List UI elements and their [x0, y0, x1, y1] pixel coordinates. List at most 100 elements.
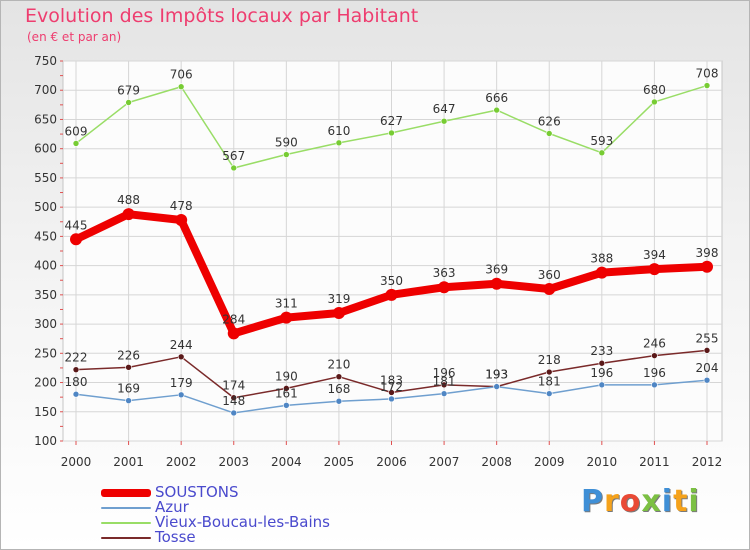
data-point-soustons-2012: [701, 260, 713, 273]
data-label-soustons-2012: 398: [696, 246, 719, 260]
data-point-vieux-boucau-les-bains-2004: [283, 151, 290, 158]
data-point-soustons-2004: [280, 311, 293, 324]
x-tick-label-2007: 2007: [429, 455, 460, 469]
data-label-azur-2004: 161: [275, 386, 298, 400]
legend-swatch-azur: [101, 507, 151, 509]
grid: [62, 60, 723, 442]
data-label-soustons-2009: 360: [538, 268, 561, 282]
data-point-vieux-boucau-les-bains-2002: [177, 83, 185, 91]
logo-letter: x: [641, 484, 662, 519]
data-label-vieux-boucau-les-bains-2004: 590: [275, 136, 298, 150]
data-point-azur-2003: [230, 409, 238, 417]
data-label-azur-2003: 148: [222, 394, 245, 408]
axes: 100 150 200 250 300 350 400 450 500 550 600 650 700 7…: [34, 54, 722, 469]
x-tick-label-2001: 2001: [113, 455, 144, 469]
data-point-vieux-boucau-les-bains-2003: [230, 164, 238, 172]
logo-letter: i: [688, 484, 700, 519]
data-point-vieux-boucau-les-bains-2005: [335, 139, 343, 147]
data-point-soustons-2005: [332, 306, 345, 319]
y-tick-label-150: 150: [34, 405, 57, 419]
data-label-soustons-2007: 363: [433, 266, 456, 280]
logo-letter: i: [661, 484, 674, 519]
data-label-vieux-boucau-les-bains-2009: 626: [538, 114, 561, 128]
y-tick-label-300: 300: [34, 317, 57, 331]
data-point-vieux-boucau-les-bains-2010: [598, 149, 606, 157]
data-label-vieux-boucau-les-bains-2005: 610: [327, 124, 350, 138]
data-point-tosse-2007: [440, 381, 448, 389]
data-label-soustons-2003: 284: [222, 312, 245, 326]
data-point-azur-2006: [388, 395, 395, 403]
data-label-vieux-boucau-les-bains-2000: 609: [65, 124, 88, 138]
data-point-soustons-2007: [438, 281, 451, 294]
proxiti-logo: Proxiti: [581, 484, 700, 519]
data-label-tosse-2006: 183: [380, 373, 403, 387]
y-tick-label-750: 750: [34, 54, 57, 68]
data-point-azur-2012: [703, 376, 711, 384]
data-point-azur-2002: [177, 391, 185, 399]
data-point-tosse-2005: [335, 373, 343, 380]
data-label-vieux-boucau-les-bains-2012: 708: [696, 67, 719, 81]
data-point-vieux-boucau-les-bains-2001: [125, 99, 132, 106]
data-point-azur-2005: [335, 397, 343, 405]
data-point-azur-2001: [125, 397, 132, 404]
data-label-vieux-boucau-les-bains-2002: 706: [170, 68, 193, 82]
data-label-vieux-boucau-les-bains-2011: 680: [643, 83, 666, 97]
data-point-tosse-2000: [72, 366, 80, 373]
data-point-azur-2004: [283, 402, 290, 409]
series-azur: [72, 376, 711, 417]
data-label-tosse-2007: 196: [433, 366, 456, 380]
data-label-vieux-boucau-les-bains-2003: 567: [222, 149, 245, 163]
data-point-soustons-2003: [227, 327, 240, 340]
y-tick-label-250: 250: [34, 346, 57, 360]
data-point-azur-2010: [598, 381, 606, 389]
data-point-azur-2000: [72, 390, 80, 398]
logo-letter: P: [581, 484, 604, 519]
data-label-azur-2010: 196: [590, 366, 613, 380]
logo-letter: o: [619, 484, 642, 519]
plot-area: [62, 60, 723, 442]
legend-label-soustons: SOUSTONS: [155, 483, 239, 501]
x-tick-label-2009: 2009: [534, 455, 565, 469]
x-tick-label-2006: 2006: [376, 455, 407, 469]
data-label-tosse-2011: 246: [643, 337, 666, 351]
data-label-tosse-2012: 255: [696, 331, 719, 345]
data-point-tosse-2006: [388, 389, 395, 396]
x-tick-label-2003: 2003: [218, 455, 249, 469]
data-label-soustons-2002: 478: [170, 199, 193, 213]
data-point-soustons-2001: [122, 208, 135, 221]
data-label-azur-2007: 181: [433, 375, 456, 389]
data-point-vieux-boucau-les-bains-2008: [493, 106, 500, 114]
y-tick-label-450: 450: [34, 229, 57, 243]
legend-label-tosse: Tosse: [155, 528, 196, 546]
data-point-tosse-2009: [545, 368, 553, 376]
y-tick-label-600: 600: [34, 142, 57, 156]
data-label-azur-2011: 196: [643, 366, 666, 380]
y-tick-label-100: 100: [34, 434, 57, 448]
legend-swatch-vieux-boucau: [101, 522, 151, 524]
x-tick-label-2002: 2002: [166, 455, 197, 469]
data-point-vieux-boucau-les-bains-2007: [440, 117, 448, 125]
y-tick-label-500: 500: [34, 200, 57, 214]
data-point-vieux-boucau-les-bains-2009: [545, 130, 553, 137]
data-point-soustons-2002: [175, 214, 188, 227]
data-label-tosse-2010: 233: [590, 344, 613, 358]
data-label-tosse-2008: 193: [485, 368, 508, 382]
data-point-soustons-2011: [648, 263, 661, 276]
y-tick-label-350: 350: [34, 288, 57, 302]
data-label-vieux-boucau-les-bains-2007: 647: [433, 102, 456, 116]
data-label-azur-2000: 180: [65, 375, 88, 389]
data-point-soustons-2008: [490, 277, 503, 290]
data-point-vieux-boucau-les-bains-2006: [388, 129, 395, 137]
data-label-tosse-2001: 226: [117, 348, 140, 362]
data-label-soustons-2008: 369: [485, 263, 508, 277]
data-point-vieux-boucau-les-bains-2000: [72, 140, 80, 147]
data-point-vieux-boucau-les-bains-2012: [703, 82, 711, 89]
data-point-azur-2009: [545, 390, 553, 397]
data-point-tosse-2002: [177, 353, 185, 361]
data-point-soustons-2006: [385, 288, 398, 301]
legend-label-vieux-boucau: Vieux-Boucau-les-Bains: [155, 513, 330, 531]
data-point-tosse-2011: [651, 352, 658, 359]
data-label-azur-2001: 169: [117, 382, 140, 396]
data-label-soustons-2004: 311: [275, 297, 298, 311]
